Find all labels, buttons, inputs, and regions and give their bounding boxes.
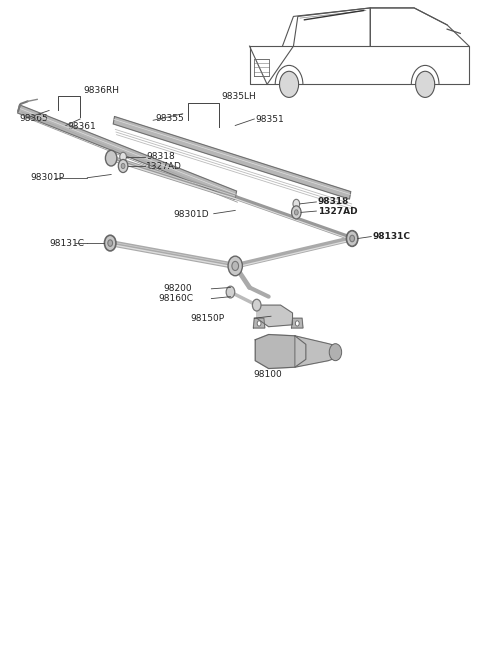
- Text: 98160C: 98160C: [159, 294, 194, 303]
- Text: 98318: 98318: [318, 197, 349, 207]
- Circle shape: [329, 344, 342, 361]
- Text: 1327AD: 1327AD: [318, 207, 358, 216]
- Circle shape: [121, 163, 125, 169]
- Text: 98301D: 98301D: [173, 210, 209, 219]
- Polygon shape: [253, 318, 265, 328]
- Text: 98301P: 98301P: [30, 173, 64, 182]
- Circle shape: [232, 261, 239, 270]
- Circle shape: [228, 256, 242, 276]
- Circle shape: [279, 72, 299, 97]
- Circle shape: [105, 236, 116, 251]
- Text: 98131C: 98131C: [372, 232, 411, 241]
- Circle shape: [291, 206, 301, 219]
- Circle shape: [257, 321, 261, 326]
- Circle shape: [416, 72, 435, 97]
- Circle shape: [106, 150, 117, 166]
- Text: 1327AD: 1327AD: [146, 161, 182, 171]
- Polygon shape: [295, 336, 336, 367]
- Polygon shape: [255, 335, 306, 369]
- Circle shape: [293, 199, 300, 209]
- Circle shape: [108, 240, 113, 247]
- Text: 98351: 98351: [256, 115, 285, 124]
- Text: 98150P: 98150P: [190, 314, 224, 323]
- Circle shape: [294, 210, 298, 215]
- Text: 98200: 98200: [164, 284, 192, 293]
- Circle shape: [226, 286, 235, 298]
- Text: 9836RH: 9836RH: [84, 86, 120, 95]
- Text: 98318: 98318: [146, 152, 175, 161]
- Text: 98365: 98365: [20, 113, 48, 123]
- Circle shape: [347, 231, 358, 247]
- Circle shape: [347, 232, 358, 246]
- Text: 98131C: 98131C: [49, 239, 84, 247]
- Circle shape: [120, 152, 126, 161]
- Text: 98361: 98361: [67, 122, 96, 131]
- Circle shape: [118, 159, 128, 173]
- Polygon shape: [291, 318, 303, 328]
- Circle shape: [295, 321, 299, 326]
- Polygon shape: [257, 305, 292, 327]
- Text: 9835LH: 9835LH: [222, 92, 257, 101]
- Polygon shape: [18, 105, 237, 199]
- Text: 98100: 98100: [253, 371, 282, 379]
- Circle shape: [350, 236, 355, 242]
- Text: 98355: 98355: [155, 114, 184, 123]
- Circle shape: [252, 299, 261, 311]
- Polygon shape: [113, 117, 351, 199]
